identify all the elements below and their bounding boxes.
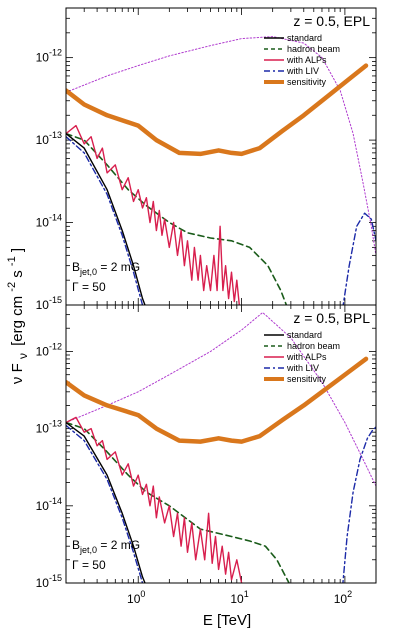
legend-label: standard bbox=[287, 33, 322, 43]
svg-text:Bjet,0 = 2 mG: Bjet,0 = 2 mG bbox=[72, 538, 140, 555]
legend-label: with ALPs bbox=[286, 55, 327, 65]
parameter-annotation: Bjet,0 = 2 mG Γ = 50 bbox=[72, 538, 140, 572]
y-tick-label: 10-13 bbox=[36, 130, 62, 147]
y-axis-label-units: [erg cm bbox=[9, 296, 26, 346]
series-line-with-LIV bbox=[342, 212, 376, 305]
x-tick-label: 101 bbox=[230, 589, 248, 606]
legend-label: standard bbox=[287, 330, 322, 340]
series-line-intrinsic bbox=[66, 36, 376, 256]
x-tick-label: 102 bbox=[334, 589, 352, 606]
y-tick-label: 10-13 bbox=[36, 419, 62, 436]
series-line-standard bbox=[66, 132, 146, 305]
y-axis-label: ν F ν [erg cm -2 s -1 ] bbox=[2, 248, 31, 384]
panel-bpl: 10-15 10-14 10-13 10-12 100 101 102 z = 0.5, BP… bbox=[36, 304, 377, 606]
plot-frame bbox=[65, 304, 377, 584]
y-tick-label: 10-15 bbox=[36, 295, 62, 312]
legend-label: with ALPs bbox=[286, 352, 327, 362]
y-tick-label: 10-12 bbox=[36, 48, 62, 65]
panel-title: z = 0.5, BPL bbox=[293, 310, 370, 326]
series-line-with-ALPs bbox=[66, 416, 243, 583]
y-axis-label-close: ] bbox=[9, 248, 26, 252]
panel-title: z = 0.5, EPL bbox=[293, 13, 370, 29]
svg-text:ν F ν [erg cm: ν F ν [erg cm -2 s -1 ] bbox=[2, 248, 31, 384]
series-line-sensitivity bbox=[66, 356, 369, 444]
series-line-with-ALPs bbox=[66, 124, 240, 305]
legend-label: sensitivity bbox=[287, 374, 327, 384]
svg-text:Γ = 50: Γ = 50 bbox=[72, 558, 106, 572]
svg-text:Γ = 50: Γ = 50 bbox=[72, 280, 106, 294]
x-axis-label: E [TeV] bbox=[203, 612, 251, 629]
series-line-intrinsic bbox=[66, 312, 376, 487]
series-line-with-LIV bbox=[342, 426, 376, 583]
legend-label: sensitivity bbox=[287, 77, 327, 87]
y-tick-label: 10-14 bbox=[36, 213, 62, 230]
series-line-with-LIV bbox=[66, 136, 144, 305]
y-tick-label: 10-12 bbox=[36, 341, 62, 358]
y-axis-label-main: ν F bbox=[9, 363, 26, 384]
parameter-annotation: Bjet,0 = 2 mG Γ = 50 bbox=[72, 260, 140, 294]
legend-label: with LIV bbox=[286, 66, 319, 76]
y-axis-label-exp2: -1 bbox=[6, 256, 18, 266]
y-axis-label-sub: ν bbox=[16, 353, 30, 359]
panel-epl: 10-15 10-14 10-13 10-12 z = 0.5, EPL standard… bbox=[36, 7, 377, 312]
series-line-sensitivity bbox=[66, 63, 369, 157]
legend-label: hadron beam bbox=[287, 341, 340, 351]
y-axis-label-exp: -2 bbox=[6, 282, 18, 292]
svg-text:Bjet,0 = 2 mG: Bjet,0 = 2 mG bbox=[72, 260, 140, 277]
x-tick-label: 100 bbox=[127, 589, 145, 606]
legend-label: hadron beam bbox=[287, 44, 340, 54]
series-line-standard bbox=[66, 421, 146, 583]
y-axis-label-tail: s bbox=[9, 270, 26, 278]
series-line-hadron-beam bbox=[66, 132, 288, 305]
y-tick-label: 10-15 bbox=[36, 573, 62, 590]
legend-label: with LIV bbox=[286, 363, 319, 373]
series-line-with-LIV bbox=[66, 424, 144, 583]
y-tick-label: 10-14 bbox=[36, 496, 62, 513]
